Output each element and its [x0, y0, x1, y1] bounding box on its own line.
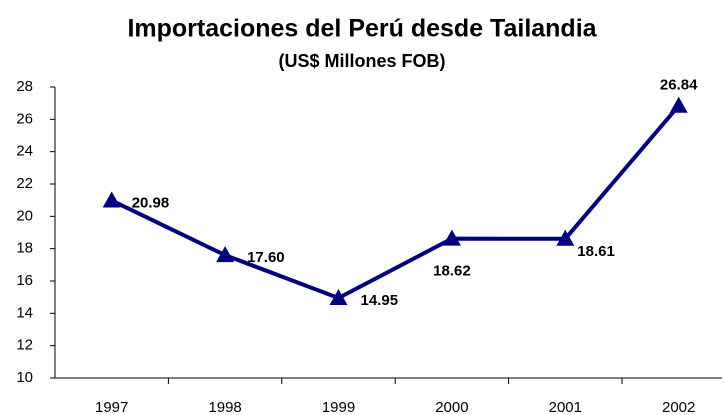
y-tick-label: 18: [16, 240, 33, 257]
y-tick-label: 22: [16, 175, 33, 192]
x-tick-label: 2000: [435, 399, 468, 415]
data-label: 26.84: [660, 77, 698, 94]
data-label: 14.95: [361, 292, 399, 309]
marker: [669, 96, 688, 113]
y-tick-label: 26: [16, 110, 33, 127]
data-label: 18.61: [577, 243, 615, 260]
x-tick-label: 1998: [208, 399, 241, 415]
x-tick-label: 1999: [322, 399, 355, 415]
data-label: 17.60: [247, 249, 285, 266]
marker: [442, 229, 461, 246]
y-tick-label: 16: [16, 272, 33, 289]
marker: [102, 191, 121, 208]
y-tick-label: 14: [16, 304, 33, 321]
x-tick-label: 2002: [662, 399, 695, 415]
y-tick-label: 20: [16, 207, 33, 224]
y-tick-label: 10: [16, 369, 33, 386]
marker: [329, 288, 348, 305]
data-label: 18.62: [433, 263, 471, 280]
chart-title: Importaciones del Perú desde Tailandia: [127, 15, 597, 43]
data-label: 20.98: [132, 194, 170, 211]
y-tick-label: 12: [16, 337, 33, 354]
x-tick-label: 1997: [95, 399, 128, 415]
line: [110, 104, 681, 300]
chart-subtitle: (US$ Millones FOB): [278, 51, 445, 71]
marker: [556, 229, 575, 246]
marker: [216, 246, 235, 263]
y-tick-label: 28: [16, 78, 33, 95]
x-tick-label: 2001: [549, 399, 582, 415]
y-tick-label: 24: [16, 143, 33, 160]
